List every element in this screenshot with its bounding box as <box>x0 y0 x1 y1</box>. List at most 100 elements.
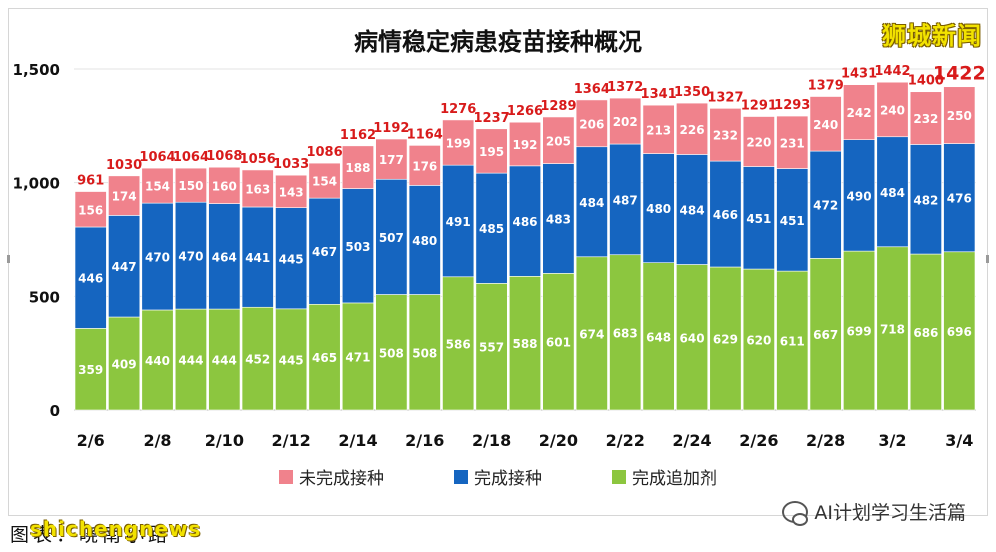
bar-segment <box>508 276 542 411</box>
bar-segment <box>141 202 174 311</box>
x-tick-label: 2/28 <box>806 431 845 450</box>
total-value-label: 1192 <box>373 121 409 136</box>
bar-segment <box>141 167 174 204</box>
segment-value-label: 199 <box>446 137 471 151</box>
bar-segment <box>341 145 374 189</box>
bar-segment <box>609 97 642 145</box>
bar-segment <box>776 270 809 411</box>
chart-credit: 图表：晓南小路 <box>10 524 172 546</box>
segment-value-label: 686 <box>913 326 938 340</box>
x-tick-label: 2/24 <box>672 431 711 450</box>
bar-segment <box>475 283 508 411</box>
bar-segment <box>308 162 341 199</box>
segment-value-label: 143 <box>279 185 304 199</box>
credit-watermark: shichengnews <box>30 517 202 541</box>
segment-value-label: 160 <box>212 179 237 193</box>
total-value-label: 1266 <box>507 104 543 119</box>
bar-segment <box>475 128 508 174</box>
segment-value-label: 718 <box>880 322 905 336</box>
bar-segment <box>442 119 475 166</box>
segment-value-label: 508 <box>379 346 404 360</box>
y-tick-label: 1,000 <box>13 175 60 193</box>
legend: 未完成接种 完成接种 完成追加剂 <box>0 464 996 489</box>
bar-segment <box>709 108 742 162</box>
total-value-label: 1064 <box>173 150 209 165</box>
x-tick-label: 2/16 <box>405 431 444 450</box>
bar-segment <box>843 84 876 141</box>
bar-segment <box>742 166 775 270</box>
segment-value-label: 220 <box>746 136 771 150</box>
y-tick-label: 500 <box>29 288 60 306</box>
total-value-label: 1293 <box>774 98 810 113</box>
total-value-label: 1064 <box>139 150 175 165</box>
segment-value-label: 601 <box>546 336 571 350</box>
total-value-label: 1422 <box>933 63 986 85</box>
bar-segment <box>542 116 575 164</box>
segment-value-label: 486 <box>512 215 537 229</box>
bar-segment <box>742 116 775 167</box>
bar-segment <box>108 215 141 318</box>
segment-value-label: 174 <box>112 190 137 204</box>
bar-segment <box>408 185 441 295</box>
segment-value-label: 240 <box>813 118 838 132</box>
legend-swatch-boosted <box>612 469 626 484</box>
total-value-label: 1030 <box>106 158 142 173</box>
segment-value-label: 444 <box>212 354 237 368</box>
segment-value-label: 451 <box>746 212 771 226</box>
segment-value-label: 629 <box>713 333 738 347</box>
bar-segment <box>108 175 141 216</box>
bar-segment <box>108 316 141 411</box>
segment-value-label: 188 <box>345 161 370 175</box>
x-axis-ticks: 2/6 2/8 2/10 2/12 2/14 2/16 2/18 2/20 2/22 2/24 2/… <box>77 431 974 450</box>
segment-value-label: 446 <box>78 272 103 286</box>
bar-segment <box>943 251 976 411</box>
legend-swatch-vaccinated <box>454 469 468 484</box>
bars <box>74 81 976 411</box>
legend-label-vaccinated: 完成接种 <box>474 469 542 489</box>
segment-value-label: 490 <box>847 189 872 203</box>
segment-value-label: 440 <box>145 354 170 368</box>
total-value-label: 1379 <box>808 79 844 94</box>
bar-segment <box>876 136 909 248</box>
bar-segment <box>642 104 675 154</box>
x-tick-label: 3/4 <box>945 431 973 450</box>
total-value-label: 1364 <box>574 82 610 97</box>
bar-segment <box>909 91 942 145</box>
segment-value-label: 480 <box>646 202 671 216</box>
segment-value-label: 471 <box>345 350 370 364</box>
bar-segment <box>208 166 241 204</box>
segment-value-label: 472 <box>813 199 838 213</box>
segment-value-label: 409 <box>112 358 137 372</box>
segment-value-label: 470 <box>145 251 170 265</box>
resize-handle-right[interactable] <box>986 255 989 263</box>
resize-handle-left[interactable] <box>7 255 10 263</box>
bar-segment <box>709 160 742 268</box>
total-value-label: 1400 <box>908 74 944 89</box>
bar-segment <box>909 253 942 411</box>
bar-segment <box>809 150 842 259</box>
bar-segment <box>809 96 842 152</box>
segment-value-label: 483 <box>546 212 571 226</box>
bar-segment <box>275 207 308 310</box>
segment-value-label: 470 <box>178 250 203 264</box>
legend-item-vaccinated: 完成接种 <box>454 464 542 489</box>
segment-value-label: 359 <box>78 363 103 377</box>
y-tick-label: 0 <box>50 402 60 420</box>
segment-value-label: 683 <box>613 326 638 340</box>
segment-value-label: 232 <box>713 129 738 143</box>
bar-segment <box>642 153 675 263</box>
segment-value-label: 467 <box>312 245 337 259</box>
segment-value-label: 640 <box>680 331 705 345</box>
total-value-label: 1276 <box>440 102 476 117</box>
segment-value-label: 482 <box>913 193 938 207</box>
bar-segment <box>843 139 876 252</box>
bar-segment <box>442 164 475 278</box>
total-value-label: 1327 <box>707 90 743 105</box>
segment-value-label: 503 <box>345 240 370 254</box>
segment-value-label: 484 <box>680 203 705 217</box>
segment-value-label: 154 <box>145 180 170 194</box>
segment-value-label: 480 <box>412 234 437 248</box>
total-value-label: 1350 <box>674 85 710 100</box>
segment-value-label: 231 <box>780 136 805 150</box>
